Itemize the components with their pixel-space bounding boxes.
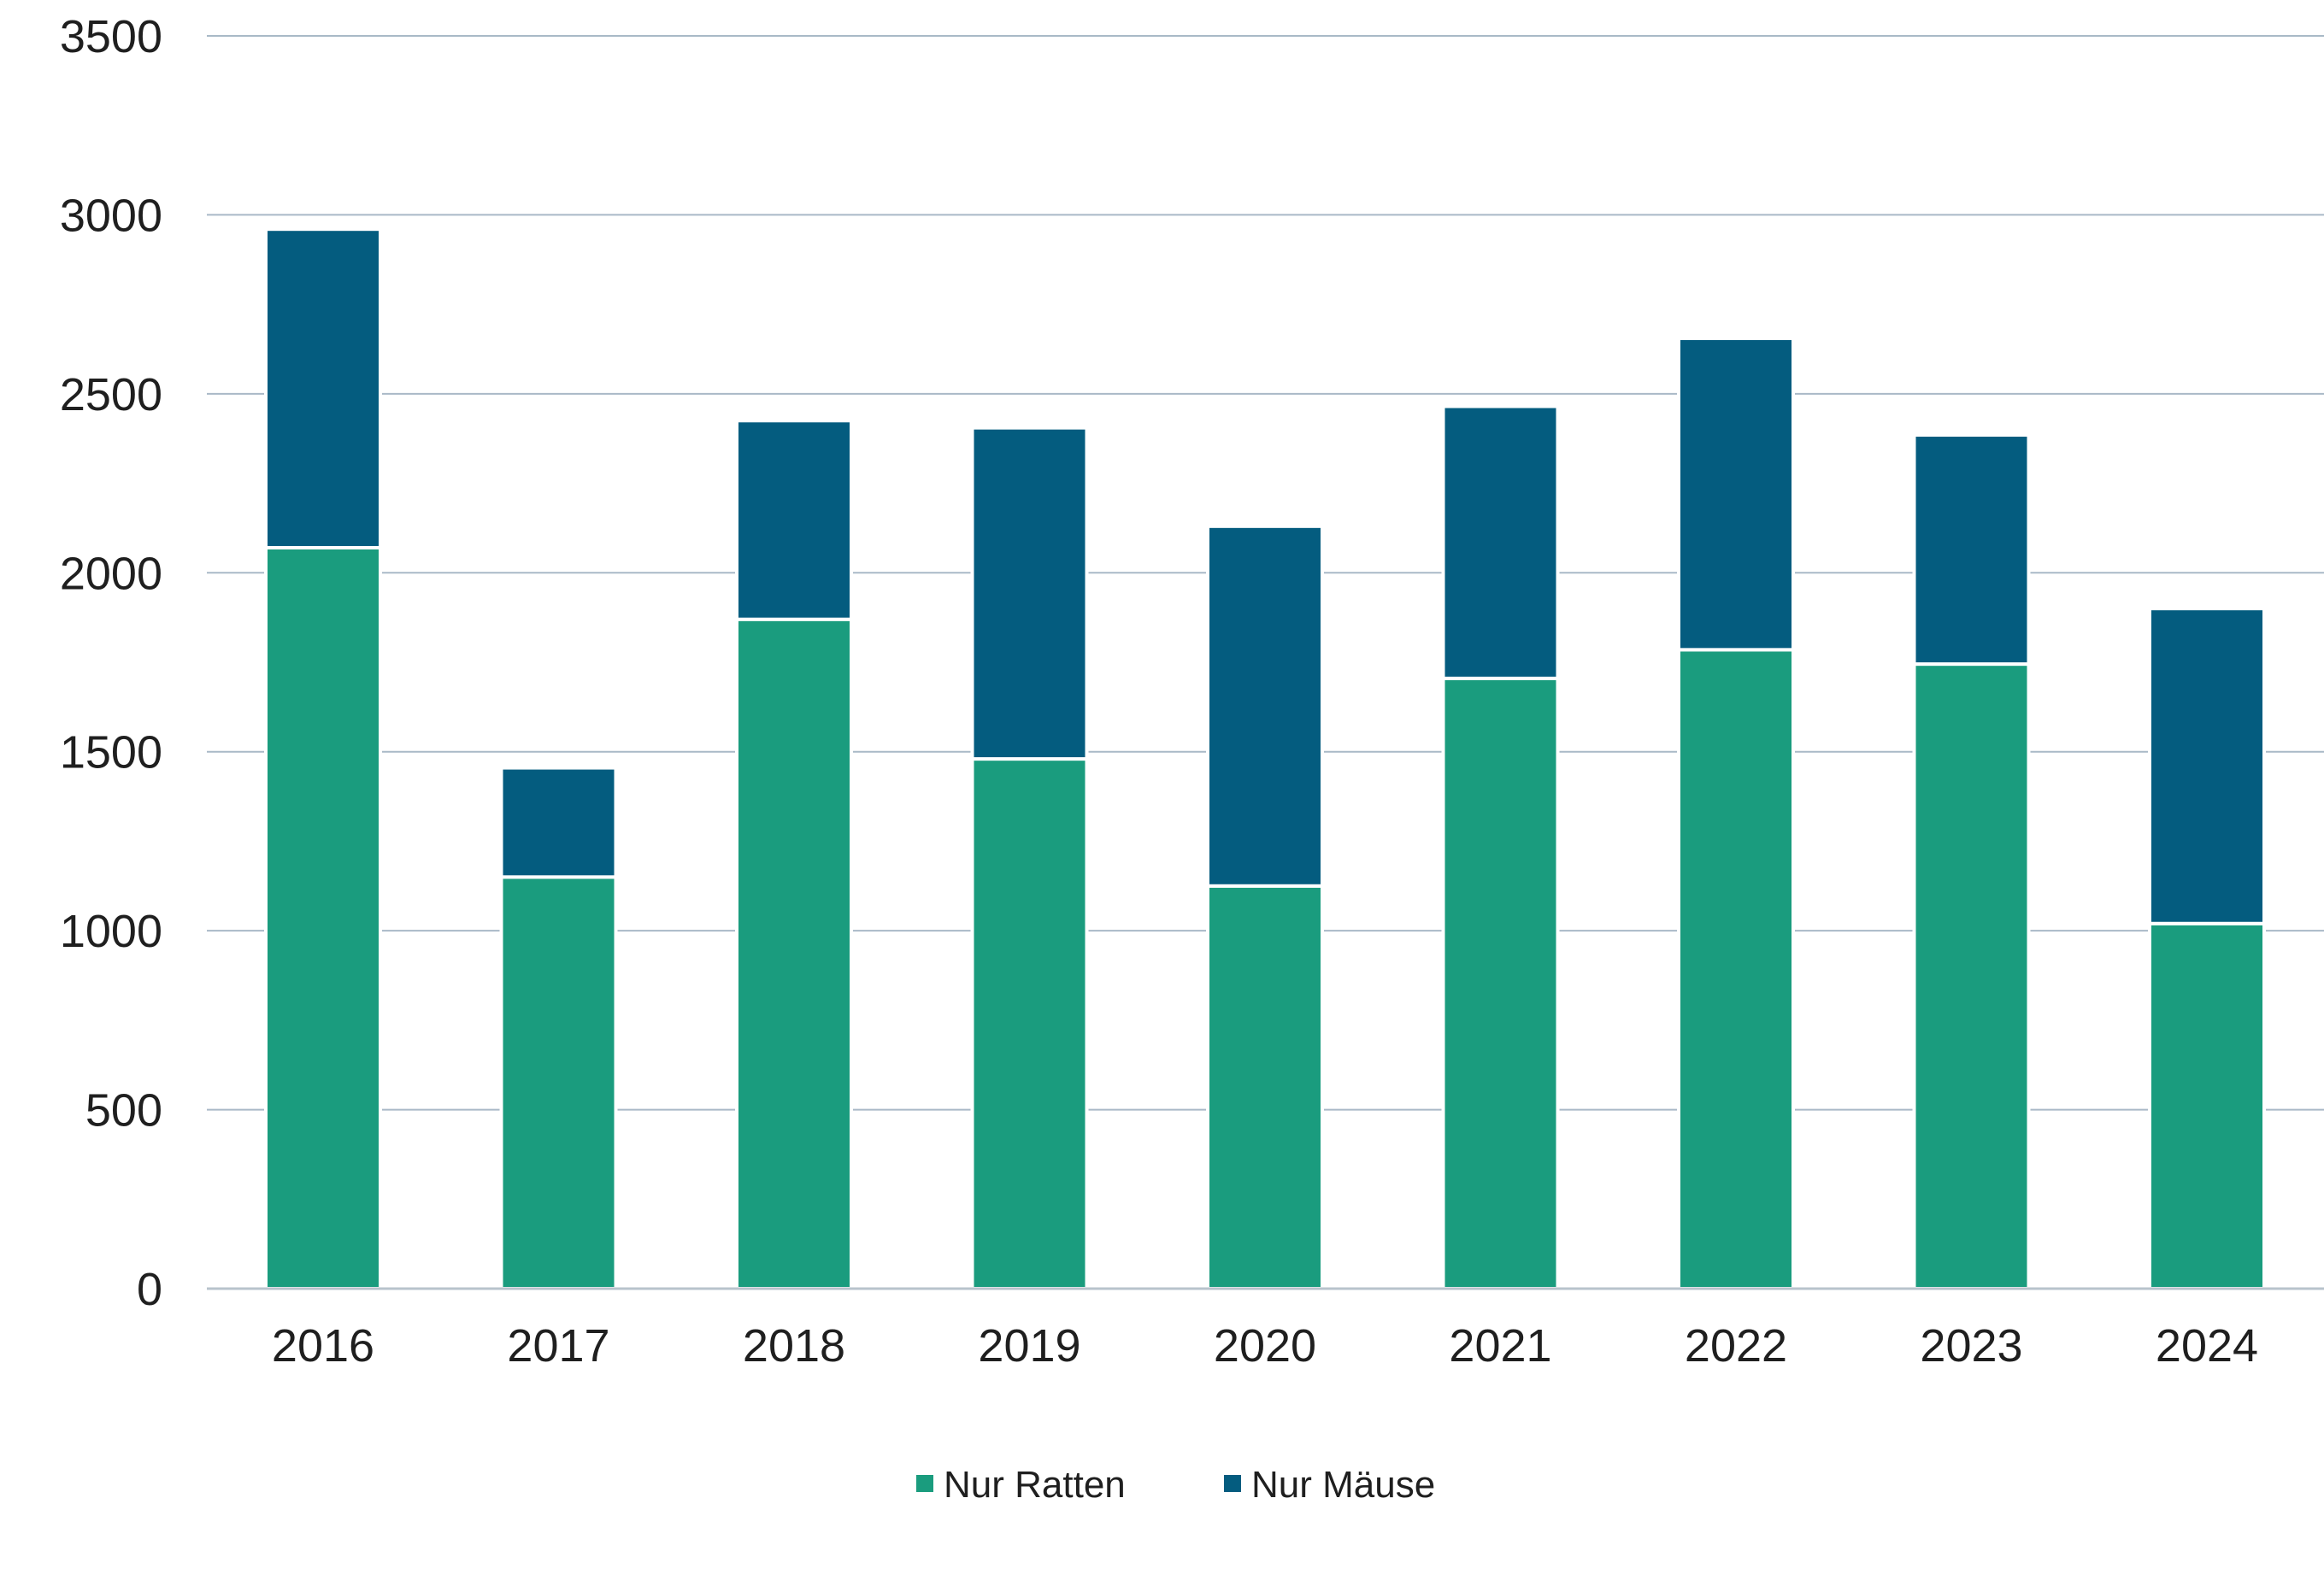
bar-segment bbox=[1677, 336, 1795, 652]
y-tick-label: 2500 bbox=[60, 369, 162, 420]
bar-stack bbox=[1206, 524, 1324, 1291]
bars bbox=[264, 227, 2266, 1291]
legend-swatch bbox=[916, 1475, 933, 1492]
x-tick-label: 2023 bbox=[1920, 1320, 2022, 1372]
x-tick-label: 2024 bbox=[2156, 1320, 2258, 1372]
y-tick-label: 2000 bbox=[60, 548, 162, 599]
bar-segment bbox=[970, 426, 1089, 761]
bar-segment bbox=[1206, 884, 1324, 1291]
bar-segment bbox=[2148, 607, 2266, 925]
bar-segment bbox=[1912, 662, 2031, 1290]
bar-stack bbox=[499, 766, 618, 1291]
bar-segment bbox=[499, 875, 618, 1291]
legend-item: Nur Mäuse bbox=[1224, 1464, 1435, 1506]
bar-segment bbox=[735, 419, 853, 621]
x-tick-label: 2019 bbox=[978, 1320, 1080, 1372]
y-tick-label: 3500 bbox=[60, 11, 162, 62]
x-tick-label: 2022 bbox=[1685, 1320, 1787, 1372]
y-axis-ticks: 0 500 1000 1500 2000 2500 3000 3500 bbox=[60, 11, 162, 1315]
bar-segment bbox=[1206, 524, 1324, 888]
bar-segment bbox=[1441, 404, 1560, 680]
bar-segment bbox=[2148, 921, 2266, 1291]
y-tick-label: 0 bbox=[137, 1264, 162, 1315]
bar-stack bbox=[735, 419, 853, 1290]
y-tick-label: 500 bbox=[85, 1085, 162, 1137]
bar-segment bbox=[1441, 676, 1560, 1290]
x-tick-label: 2017 bbox=[507, 1320, 609, 1372]
x-axis-ticks: 2016 2017 2018 2019 2020 2021 2022 2023 2024 bbox=[272, 1320, 2258, 1372]
bar-stack bbox=[1677, 336, 1795, 1290]
y-tick-label: 3000 bbox=[60, 190, 162, 241]
y-tick-label: 1000 bbox=[60, 906, 162, 957]
bar-segment bbox=[264, 227, 382, 549]
bar-stack bbox=[1441, 404, 1560, 1290]
x-tick-label: 2016 bbox=[272, 1320, 374, 1372]
legend-label: Nur Ratten bbox=[944, 1464, 1126, 1506]
bar-stack bbox=[1912, 433, 2031, 1290]
x-tick-label: 2021 bbox=[1449, 1320, 1551, 1372]
legend-label: Nur Mäuse bbox=[1251, 1464, 1435, 1506]
x-tick-label: 2020 bbox=[1214, 1320, 1316, 1372]
bar-stack bbox=[2148, 607, 2266, 1291]
bar-segment bbox=[264, 545, 382, 1290]
bar-segment bbox=[1912, 433, 2031, 667]
bar-stack bbox=[264, 227, 382, 1290]
y-tick-label: 1500 bbox=[60, 727, 162, 778]
bar-segment bbox=[970, 757, 1089, 1290]
bar-segment bbox=[1677, 648, 1795, 1290]
legend: Nur Ratten Nur Mäuse bbox=[916, 1464, 1435, 1506]
x-tick-label: 2018 bbox=[743, 1320, 845, 1372]
bar-segment bbox=[735, 617, 853, 1290]
legend-swatch bbox=[1224, 1475, 1241, 1492]
legend-item: Nur Ratten bbox=[916, 1464, 1126, 1506]
bar-segment bbox=[499, 766, 618, 879]
bar-stack bbox=[970, 426, 1089, 1290]
